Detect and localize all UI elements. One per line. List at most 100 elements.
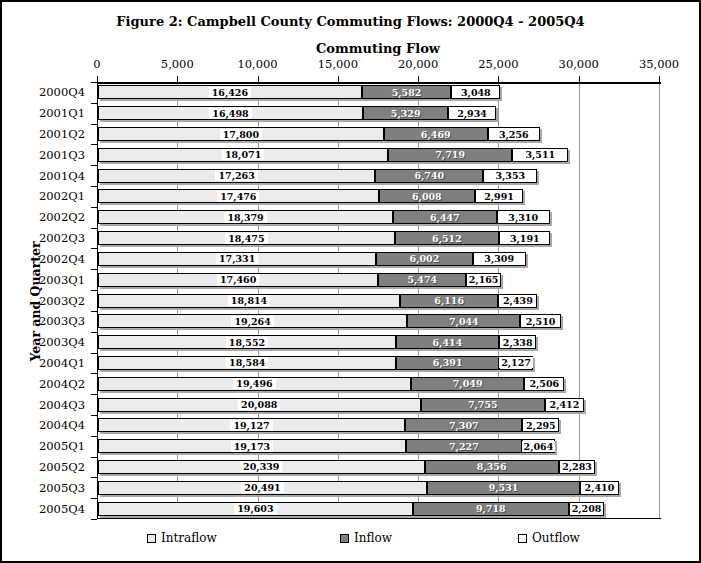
bar-row: 16,498 5,329 2,934 <box>98 106 496 120</box>
y-axis-tick <box>91 457 97 458</box>
bar-value-label: 6,391 <box>433 357 463 368</box>
x-axis-tick <box>97 76 98 84</box>
legend-marker-outflow-icon <box>518 534 527 543</box>
bar-value-label: 17,331 <box>216 253 258 264</box>
legend-label: Intraflow <box>161 531 217 545</box>
bar-value-label: 2,506 <box>527 378 561 389</box>
bar-segment-intraflow: 19,127 <box>98 418 405 432</box>
bar-row: 17,4605,4742,165 <box>98 273 501 287</box>
bar-value-label: 7,307 <box>449 420 479 431</box>
bar-segment-intraflow: 19,603 <box>98 502 413 516</box>
bar-segment-inflow: 5,582 <box>362 85 452 99</box>
bar-row: 19,6039,7182,208 <box>98 502 604 516</box>
category-label: 2004Q1 <box>2 356 91 370</box>
bar-value-label: 3,353 <box>493 170 527 181</box>
bar-value-label: 7,044 <box>449 316 479 327</box>
bar-value-label: 6,008 <box>412 191 442 202</box>
bar-value-label: 18,814 <box>228 295 270 306</box>
plot-bottom-border <box>97 518 661 519</box>
bar-value-label: 17,476 <box>217 191 259 202</box>
bar-segment-inflow: 7,044 <box>407 314 520 328</box>
bar-segment-outflow: 3,511 <box>512 148 568 162</box>
bar-value-label: 2,510 <box>524 316 558 327</box>
bar-segment-inflow: 8,356 <box>425 460 559 474</box>
bar-row: 18,0717,7193,511 <box>98 148 568 162</box>
bar-segment-intraflow: 18,552 <box>98 335 396 349</box>
bar-value-label: 18,475 <box>225 233 267 244</box>
bar-segment-intraflow: 16,498 <box>98 106 363 120</box>
bar-value-label: 2,165 <box>467 274 501 285</box>
bar-segment-inflow: 6,512 <box>395 231 500 245</box>
bar-value-label: 16,426 <box>209 87 251 98</box>
chart-figure: Figure 2: Campbell County Commuting Flow… <box>0 0 701 563</box>
bar-segment-outflow: 3,191 <box>499 231 550 245</box>
bar-value-label: 6,116 <box>434 295 464 306</box>
bar-segment-inflow: 6,391 <box>396 356 499 370</box>
bar-segment-intraflow: 19,264 <box>98 314 407 328</box>
y-axis-tick <box>91 144 97 145</box>
bar-row: 17,3316,0023,309 <box>98 252 526 266</box>
x-axis-line <box>97 82 661 84</box>
category-label: 2001Q2 <box>2 127 91 141</box>
y-axis-tick <box>91 269 97 270</box>
bar-segment-inflow: 6,008 <box>379 189 475 203</box>
bar-segment-outflow: 2,934 <box>448 106 495 120</box>
x-axis-tick <box>258 76 259 84</box>
gridline <box>659 84 660 518</box>
bar-value-label: 7,755 <box>468 399 498 410</box>
y-axis-tick <box>91 394 97 395</box>
bar-segment-inflow: 6,447 <box>393 210 497 224</box>
bar-value-label: 19,496 <box>233 378 275 389</box>
bar-value-label: 18,071 <box>222 149 264 160</box>
bar-value-label: 2,934 <box>455 108 489 119</box>
legend-label: Outflow <box>532 531 580 545</box>
bar-row: 19,264 7,044 2,510 <box>98 314 561 328</box>
legend-item-outflow: Outflow <box>518 531 580 545</box>
y-axis-tick <box>91 290 97 291</box>
bar-value-label: 2,283 <box>560 461 594 472</box>
bar-value-label: 18,379 <box>224 212 266 223</box>
y-axis-tick <box>91 124 97 125</box>
bar-segment-outflow: 2,295 <box>522 418 559 432</box>
bar-value-label: 3,511 <box>523 149 557 160</box>
x-axis-tick-label: 30,000 <box>539 57 619 71</box>
bar-value-label: 18,584 <box>226 357 268 368</box>
bar-segment-outflow: 3,353 <box>483 169 537 183</box>
bar-segment-outflow: 2,208 <box>569 502 604 516</box>
y-axis-tick <box>91 373 97 374</box>
bar-segment-outflow: 2,064 <box>522 439 555 453</box>
bar-row: 20,0887,7552,412 <box>98 398 584 412</box>
bar-row: 18,5846,3912,127 <box>98 356 533 370</box>
bar-value-label: 3,256 <box>497 129 531 140</box>
bar-value-label: 5,474 <box>407 274 437 285</box>
bar-segment-inflow: 6,414 <box>396 335 499 349</box>
y-axis-tick <box>91 82 97 83</box>
bar-segment-inflow: 7,049 <box>411 377 524 391</box>
bar-row: 18,379 6,447 3,310 <box>98 210 550 224</box>
bar-row: 18,814 6,116 2,439 <box>98 294 537 308</box>
bar-value-label: 3,048 <box>459 87 493 98</box>
bar-value-label: 17,800 <box>220 129 262 140</box>
y-axis-tick <box>91 248 97 249</box>
x-axis-tick <box>659 76 660 84</box>
category-label: 2001Q4 <box>2 169 91 183</box>
y-axis-tick <box>91 519 97 520</box>
y-axis-category-labels: 2000Q42001Q12001Q22001Q32001Q42002Q12002… <box>2 82 91 519</box>
bar-row: 17,4766,0082,991 <box>98 189 523 203</box>
bar-row: 19,127 7,307 2,295 <box>98 418 559 432</box>
category-label: 2004Q3 <box>2 398 91 412</box>
y-axis-tick <box>91 228 97 229</box>
bar-value-label: 2,439 <box>501 295 535 306</box>
bar-row: 17,8006,4693,256 <box>98 127 540 141</box>
y-axis-tick <box>91 415 97 416</box>
x-axis-tick-label: 25,000 <box>458 57 538 71</box>
bar-value-label: 3,310 <box>506 212 540 223</box>
bar-value-label: 5,329 <box>391 108 421 119</box>
bar-segment-inflow: 5,474 <box>378 273 466 287</box>
y-axis-tick <box>91 498 97 499</box>
category-label: 2004Q4 <box>2 418 91 432</box>
category-label: 2003Q2 <box>2 294 91 308</box>
legend-item-intraflow: Intraflow <box>147 531 217 545</box>
bar-row: 20,4919,5312,410 <box>98 481 619 495</box>
bar-value-label: 20,491 <box>241 482 283 493</box>
